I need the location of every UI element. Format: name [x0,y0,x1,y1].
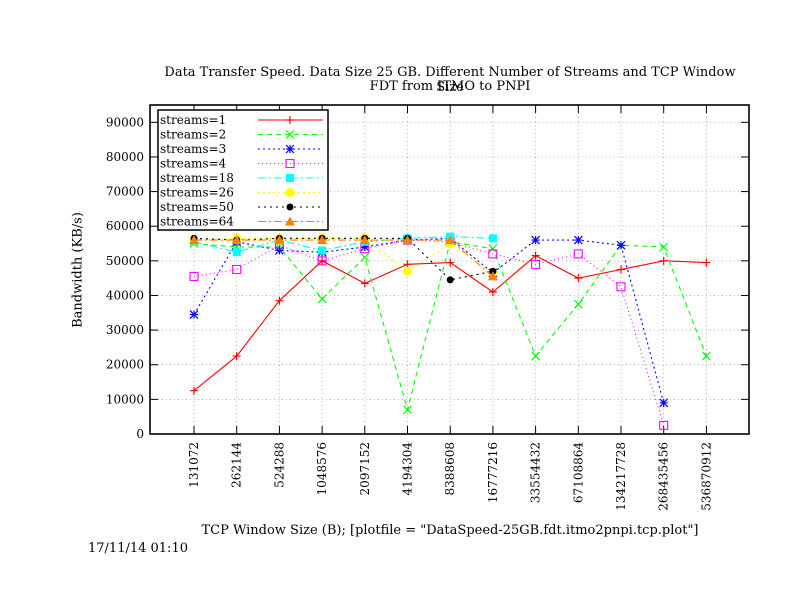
y-tick-label-5: 50000 [106,254,144,268]
series-8-point-4 [359,235,370,245]
series-6-point-5 [403,266,412,276]
series-8-point-6 [445,235,456,245]
series-5-point-1 [232,248,241,257]
series-7-point-7 [489,267,497,275]
series-3-point-8 [531,235,541,245]
x-tick-label-8: 33554432 [529,442,543,503]
series-1-point-6 [446,258,455,267]
legend-marker-2 [285,130,295,139]
series-line-8 [194,239,494,277]
series-line-4 [193,239,665,426]
legend-marker-6 [285,188,295,197]
y-tick-label-4: 40000 [106,288,144,302]
series-8-point-2 [274,235,285,245]
legend-marker-4 [285,158,295,169]
series-1-point-11 [659,256,668,265]
legend-marker-3 [285,144,295,154]
series-4-point-3 [317,256,327,266]
x-tick-label-2: 524288 [272,442,286,488]
series-4-point-0 [189,271,199,281]
y-tick-label-8: 80000 [106,150,144,164]
x-tick-label-5: 4194304 [401,442,415,496]
legend-box [157,109,329,231]
y-tick-label-9: 90000 [106,115,144,129]
x-axis-label: TCP Window Size (B); [plotfile = "DataSp… [201,523,699,538]
x-tick-label-9: 67108864 [571,442,585,503]
series-2-point-7 [488,244,498,254]
series-8-point-0 [189,235,199,245]
series-1-point-1 [232,352,241,361]
series-2-point-5 [403,405,412,415]
y-tick-label-0: 0 [136,427,144,441]
legend-label-2: streams=2 [160,128,226,142]
series-4-point-8 [531,259,541,269]
series-1-point-7 [488,288,497,297]
series-1-point-0 [190,386,198,395]
legend-label-8: streams=64 [160,215,234,229]
series-2-point-8 [531,351,541,361]
timestamp: 17/11/14 01:10 [88,541,188,556]
series-1-point-3 [318,256,327,265]
legend-marker-8 [285,216,295,226]
series-4-point-10 [616,282,626,292]
series-3-point-0 [189,310,199,319]
series-5-point-7 [488,234,497,243]
series-line-5 [193,236,493,253]
series-5-point-3 [318,246,327,255]
series-4-point-7 [488,249,498,259]
chart-title-line1: Data Transfer Speed. Data Size 25 GB. Di… [164,65,736,95]
series-8-point-5 [402,235,413,245]
series-1-point-2 [275,296,284,305]
series-8-point-3 [317,235,328,245]
y-tick-label-3: 30000 [106,323,144,337]
legend-label-4: streams=4 [160,157,227,171]
legend-marker-5 [286,174,294,182]
y-tick-label-7: 70000 [106,185,144,199]
x-tick-label-3: 1048576 [315,442,329,495]
series-2-point-11 [659,242,669,252]
legend-label-1: streams=1 [160,113,226,127]
series-1-point-9 [574,274,583,283]
x-tick-label-11: 268435456 [657,442,671,511]
x-tick-label-4: 2097152 [358,442,372,495]
series-1-point-4 [360,279,369,288]
series-1-point-12 [702,258,711,267]
x-tick-label-6: 8388608 [443,442,457,495]
series-4-point-1 [232,264,242,275]
plot-frame [149,104,750,435]
legend-label-5: streams=18 [160,171,234,185]
legend-label-3: streams=3 [160,142,226,156]
x-tick-label-7: 16777216 [486,442,500,503]
series-2-point-9 [573,299,583,309]
series-3-point-11 [659,398,669,408]
series-4-point-11 [659,420,669,430]
y-tick-label-6: 60000 [106,219,144,233]
y-tick-label-2: 20000 [106,358,144,372]
series-1-point-8 [531,251,540,260]
series-2-point-3 [317,294,327,304]
x-tick-label-0: 131072 [187,442,201,488]
legend-marker-7 [286,203,294,211]
series-3-point-2 [274,246,284,255]
series-3-point-4 [360,242,370,252]
series-4-point-9 [573,249,583,259]
x-tick-label-12: 536870912 [699,442,713,511]
x-tick-label-1: 262144 [230,442,244,488]
series-2-point-4 [360,252,370,262]
series-3-point-10 [616,240,626,250]
series-3-point-9 [573,235,583,245]
series-1-point-10 [617,265,625,274]
series-8-point-7 [487,271,498,281]
x-tick-label-10: 134217728 [614,442,628,511]
y-tick-label-1: 10000 [106,392,144,406]
series-7-point-6 [446,276,454,284]
legend-label-7: streams=50 [160,200,234,214]
y-axis-label: Bandwidth (KB/s) [70,212,86,328]
chart-title-line2: FDT from ITMO to PNPI [369,79,531,94]
legend-label-6: streams=26 [160,186,234,200]
series-2-point-12 [701,351,711,361]
legend-marker-1 [286,116,294,124]
series-8-point-1 [231,235,242,245]
